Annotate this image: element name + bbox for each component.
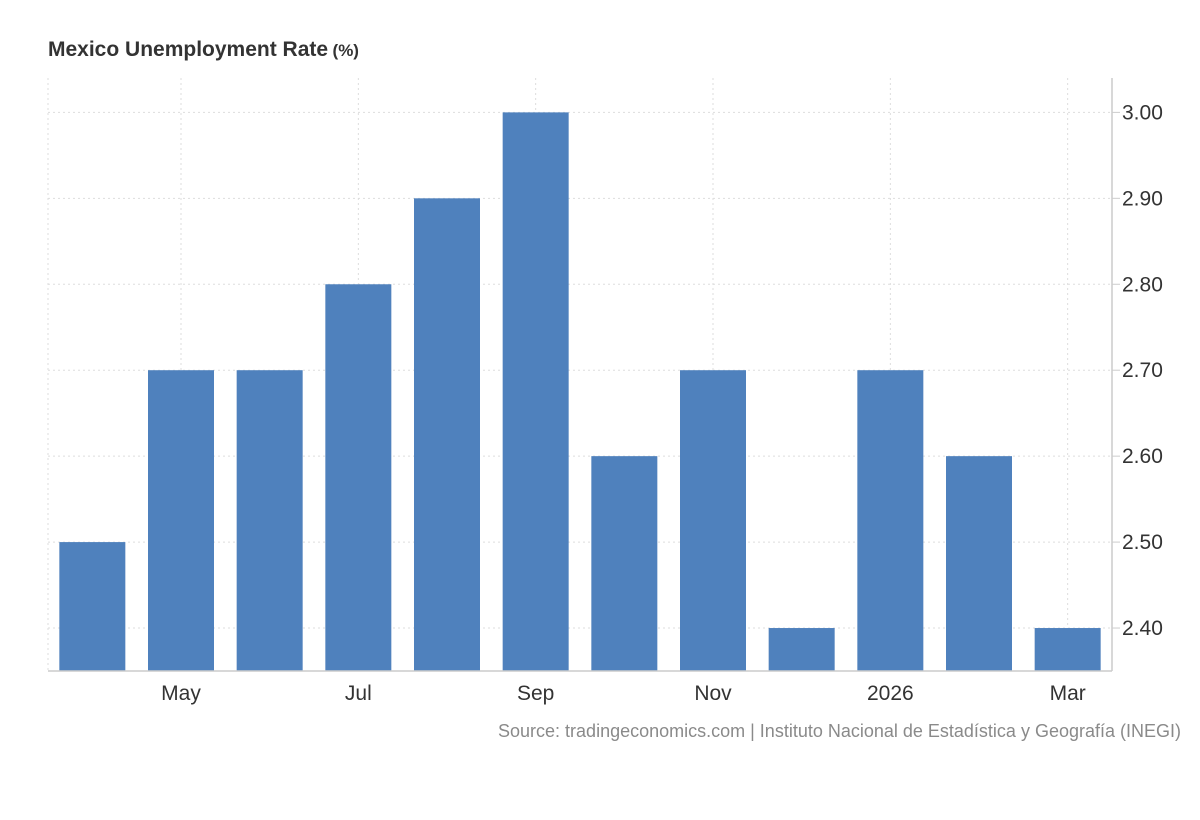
bar	[946, 456, 1012, 671]
bar	[857, 370, 924, 671]
x-tick-label: Nov	[694, 682, 732, 705]
y-tick-label: 2.50	[1122, 531, 1163, 554]
chart-unit: (%)	[332, 41, 359, 60]
x-tick-label: Mar	[1050, 682, 1086, 705]
bar	[768, 628, 835, 671]
y-tick-label: 3.00	[1122, 101, 1163, 124]
y-tick-label: 2.70	[1122, 359, 1163, 382]
chart-title-text: Mexico Unemployment Rate	[48, 38, 329, 61]
x-tick-label: 2026	[867, 682, 914, 705]
bar	[502, 112, 569, 671]
chart-title: Mexico Unemployment Rate (%)	[48, 38, 359, 62]
bar	[236, 370, 303, 671]
source-note: Source: tradingeconomics.com | Instituto…	[498, 721, 1181, 741]
y-tick-label: 2.80	[1122, 273, 1163, 296]
x-tick-label: May	[161, 682, 201, 705]
x-tick-label: Sep	[517, 682, 554, 705]
bar	[414, 198, 480, 671]
bar	[591, 456, 658, 671]
y-tick-label: 2.90	[1122, 187, 1163, 210]
bar	[59, 542, 126, 671]
bar	[325, 284, 392, 671]
bar	[680, 370, 746, 671]
bar	[1034, 628, 1101, 671]
x-tick-label: Jul	[345, 682, 372, 705]
y-tick-label: 2.60	[1122, 445, 1163, 468]
y-tick-label: 2.40	[1122, 617, 1163, 640]
bar	[148, 370, 214, 671]
